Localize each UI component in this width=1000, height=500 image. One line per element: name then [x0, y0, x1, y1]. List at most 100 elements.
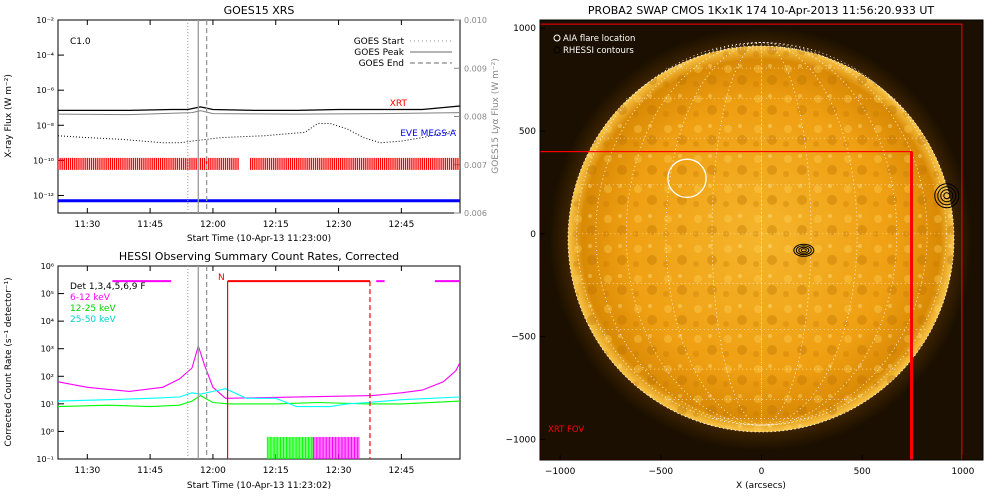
goes-y2-tick-label: 0.006	[464, 209, 487, 218]
swap-title: PROBA2 SWAP CMOS 1Kx1K 174 10-Apr-2013 1…	[588, 4, 935, 17]
rhessi-contour	[937, 186, 957, 206]
goes-y-tick-label: 10⁻¹²	[33, 191, 54, 200]
hessi-x-axis-label: Start Time (10-Apr-13 11:23:02)	[187, 481, 331, 491]
goes-y-axis-label: X-ray Flux (W m⁻²)	[4, 74, 14, 158]
goes-y-tick-label: 10⁻¹⁰	[33, 156, 54, 165]
goes-x-tick-label: 12:00	[200, 220, 226, 230]
hessi-legend-6-12: 6-12 keV	[70, 293, 111, 303]
swap-y-tick-label: −1000	[506, 435, 537, 445]
goes-legend-peak: GOES Peak	[354, 48, 404, 58]
hessi-series-line-6-12-kev	[58, 344, 460, 399]
hessi-x-ticks: 11:30 11:45 12:00 12:15 12:30 12:45	[74, 266, 414, 476]
goes-event-lines	[187, 20, 208, 213]
rhessi-contour	[934, 183, 960, 209]
swap-x-axis-label: X (arcsecs)	[736, 481, 786, 491]
swap-x-tick-label: −500	[648, 467, 673, 477]
hessi-y-tick-label: 10³	[41, 345, 54, 354]
xrt-fov-label: XRT FOV	[548, 425, 584, 435]
swap-x-tick-label: 0	[759, 467, 765, 477]
aia-legend-marker	[553, 34, 561, 42]
goes-y2-tick-label: 0.010	[464, 16, 487, 25]
hessi-y-tick-label: 10²	[41, 372, 54, 381]
swap-legend-rhessi: RHESSI contours	[563, 46, 634, 56]
goes-short-channel-line	[58, 123, 456, 144]
hessi-series	[58, 280, 460, 459]
hessi-x-tick-label: 11:45	[137, 466, 163, 476]
hessi-legend-12-25: 12-25 keV	[70, 304, 116, 314]
hessi-count-rate-chart: HESSI Observing Summary Count Rates, Cor…	[4, 250, 461, 491]
hessi-y-tick-label: 10¹	[41, 400, 54, 409]
hessi-series-line-12-25-kev	[58, 394, 460, 408]
solar-disk-texture	[568, 46, 954, 432]
hessi-x-tick-label: 12:15	[263, 466, 289, 476]
hessi-x-tick-label: 12:30	[326, 466, 352, 476]
longitude-grid-line	[711, 42, 812, 426]
goes-y-tick-label: 10⁻⁴	[36, 51, 54, 60]
rhessi-contour	[798, 246, 810, 254]
goes-y-tick-label: 10⁻⁶	[36, 86, 54, 95]
hessi-y-ticks: 10⁶ 10⁵ 10⁴ 10³ 10² 10¹ 10⁰ 10⁻¹	[36, 262, 64, 464]
goes-series-label-eve: EVE MEGS-A	[400, 129, 457, 139]
hessi-title: HESSI Observing Summary Count Rates, Cor…	[119, 250, 399, 263]
swap-legend: AIA flare location RHESSI contours	[553, 34, 635, 56]
goes-x-tick-label: 12:15	[263, 220, 289, 230]
hessi-legend: Det 1,3,4,5,6,9 F 6-12 keV 12-25 keV 25-…	[70, 282, 146, 325]
swap-x-tick-label: 500	[854, 467, 871, 477]
goes-x-tick-label: 12:45	[388, 220, 414, 230]
goes-series-label-xrt: XRT	[390, 99, 408, 109]
goes-legend: GOES Start GOES Peak GOES End	[354, 37, 452, 69]
hessi-y-tick-label: 10⁰	[41, 427, 54, 436]
goes-xrs-chart: GOES15 XRS C1.0 11:30 11:45 12:00 12:15 12:3…	[4, 4, 501, 244]
hessi-legend-det: Det 1,3,4,5,6,9 F	[70, 282, 146, 292]
rhessi-legend-marker	[553, 46, 561, 54]
hessi-legend-25-50: 25-50 keV	[70, 315, 116, 325]
goes-long-channel-line	[58, 105, 460, 112]
goes-y-tick-label: 10⁻⁸	[36, 121, 54, 130]
goes-y-ticks: 10⁻² 10⁻⁴ 10⁻⁶ 10⁻⁸ 10⁻¹⁰ 10⁻¹²	[33, 16, 64, 200]
goes-legend-start: GOES Start	[354, 37, 405, 47]
hessi-event-lines	[187, 266, 371, 459]
hessi-y-tick-label: 10⁵	[41, 290, 54, 299]
goes-x-tick-label: 11:45	[137, 220, 163, 230]
swap-y-tick-label: 0	[530, 230, 536, 240]
swap-x-tick-label: −1000	[545, 467, 576, 477]
goes-x-tick-label: 11:30	[74, 220, 100, 230]
goes-legend-end: GOES End	[359, 59, 404, 69]
goes-x-axis-label: Start Time (10-Apr-13 11:23:00)	[187, 234, 331, 244]
goes-lyman-alpha-line	[58, 110, 460, 116]
swap-y-tick-label: 500	[519, 127, 536, 137]
rhessi-contour	[795, 245, 812, 256]
rhessi-contour	[793, 243, 815, 257]
goes-y2-tick-label: 0.008	[464, 113, 487, 122]
goes-y2-tick-label: 0.009	[464, 64, 487, 73]
hessi-series-line-25-50-kev	[58, 388, 460, 408]
longitude-grid-line	[625, 42, 898, 426]
goes-x-ticks: 11:30 11:45 12:00 12:15 12:30 12:45	[74, 20, 414, 230]
swap-y-tick-label: 1000	[513, 24, 536, 34]
hessi-y-tick-label: 10⁴	[41, 317, 54, 326]
goes-series	[58, 105, 460, 203]
solar-limb	[567, 45, 955, 433]
goes-title: GOES15 XRS	[224, 4, 295, 17]
aia-flare-location-circle	[667, 158, 707, 199]
hessi-y-tick-label: 10⁶	[41, 262, 54, 271]
hessi-plot-frame	[57, 265, 461, 460]
rhessi-contour	[943, 192, 951, 200]
swap-x-ticks: −1000 −500 0 500 1000	[545, 455, 975, 477]
goes-y2-ticks: 0.010 0.009 0.008 0.007 0.006	[454, 16, 487, 218]
hessi-night-label: N	[218, 273, 225, 283]
hessi-y-tick-label: 10⁻¹	[36, 455, 54, 464]
goes-x-tick-label: 12:30	[326, 220, 352, 230]
swap-legend-aia: AIA flare location	[563, 34, 635, 44]
hessi-x-tick-label: 11:30	[74, 466, 100, 476]
goes-y2-axis-label: GOES15 Lyα Flux (W m⁻²)	[491, 58, 501, 174]
longitude-grid-line	[576, 42, 947, 426]
goes-y-tick-label: 10⁻²	[36, 16, 54, 25]
goes-y2-tick-label: 0.007	[464, 161, 487, 170]
rhessi-contour	[800, 248, 807, 253]
swap-solar-image: PROBA2 SWAP CMOS 1Kx1K 174 10-Apr-2013 1…	[506, 4, 984, 491]
rhessi-contour	[940, 189, 954, 203]
goes-flare-class: C1.0	[70, 37, 91, 47]
hessi-y-axis-label: Corrected Count Rate (s⁻¹ detector⁻¹)	[4, 277, 14, 446]
